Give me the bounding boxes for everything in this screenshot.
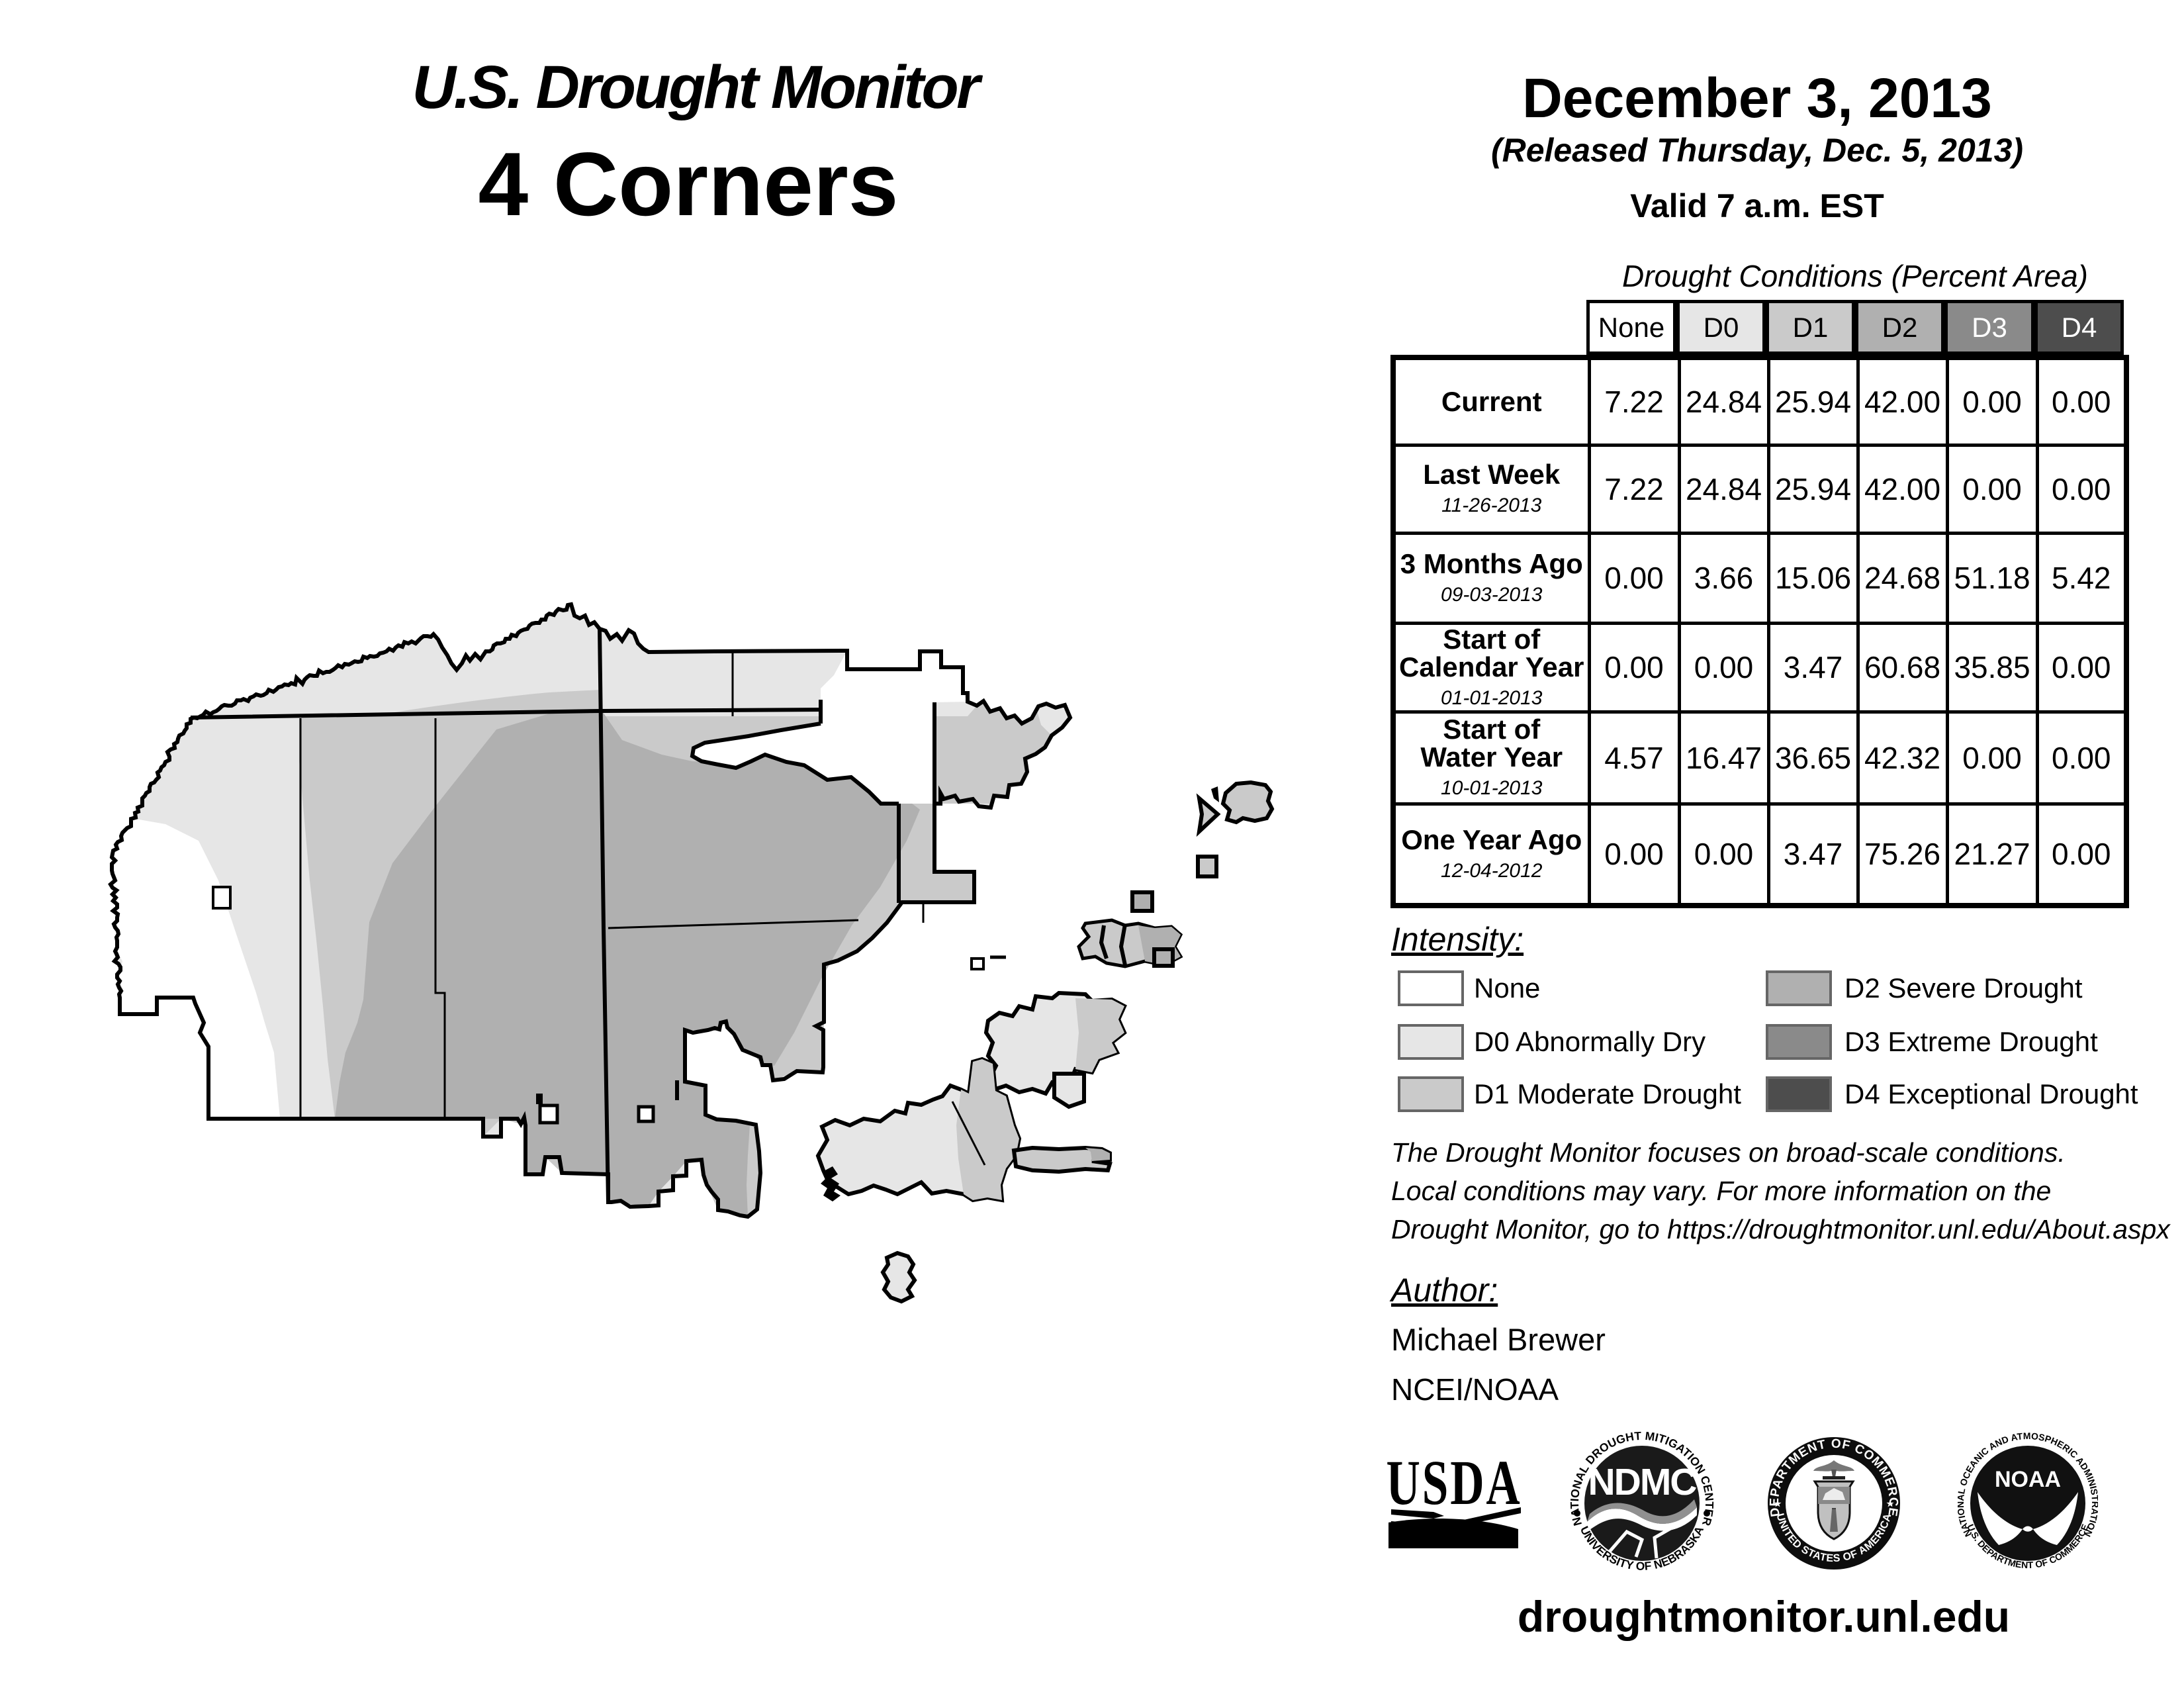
svg-text:NOAA: NOAA xyxy=(1995,1467,2061,1492)
svg-text:NDMC: NDMC xyxy=(1588,1461,1697,1503)
svg-text:USDA: USDA xyxy=(1387,1454,1520,1519)
